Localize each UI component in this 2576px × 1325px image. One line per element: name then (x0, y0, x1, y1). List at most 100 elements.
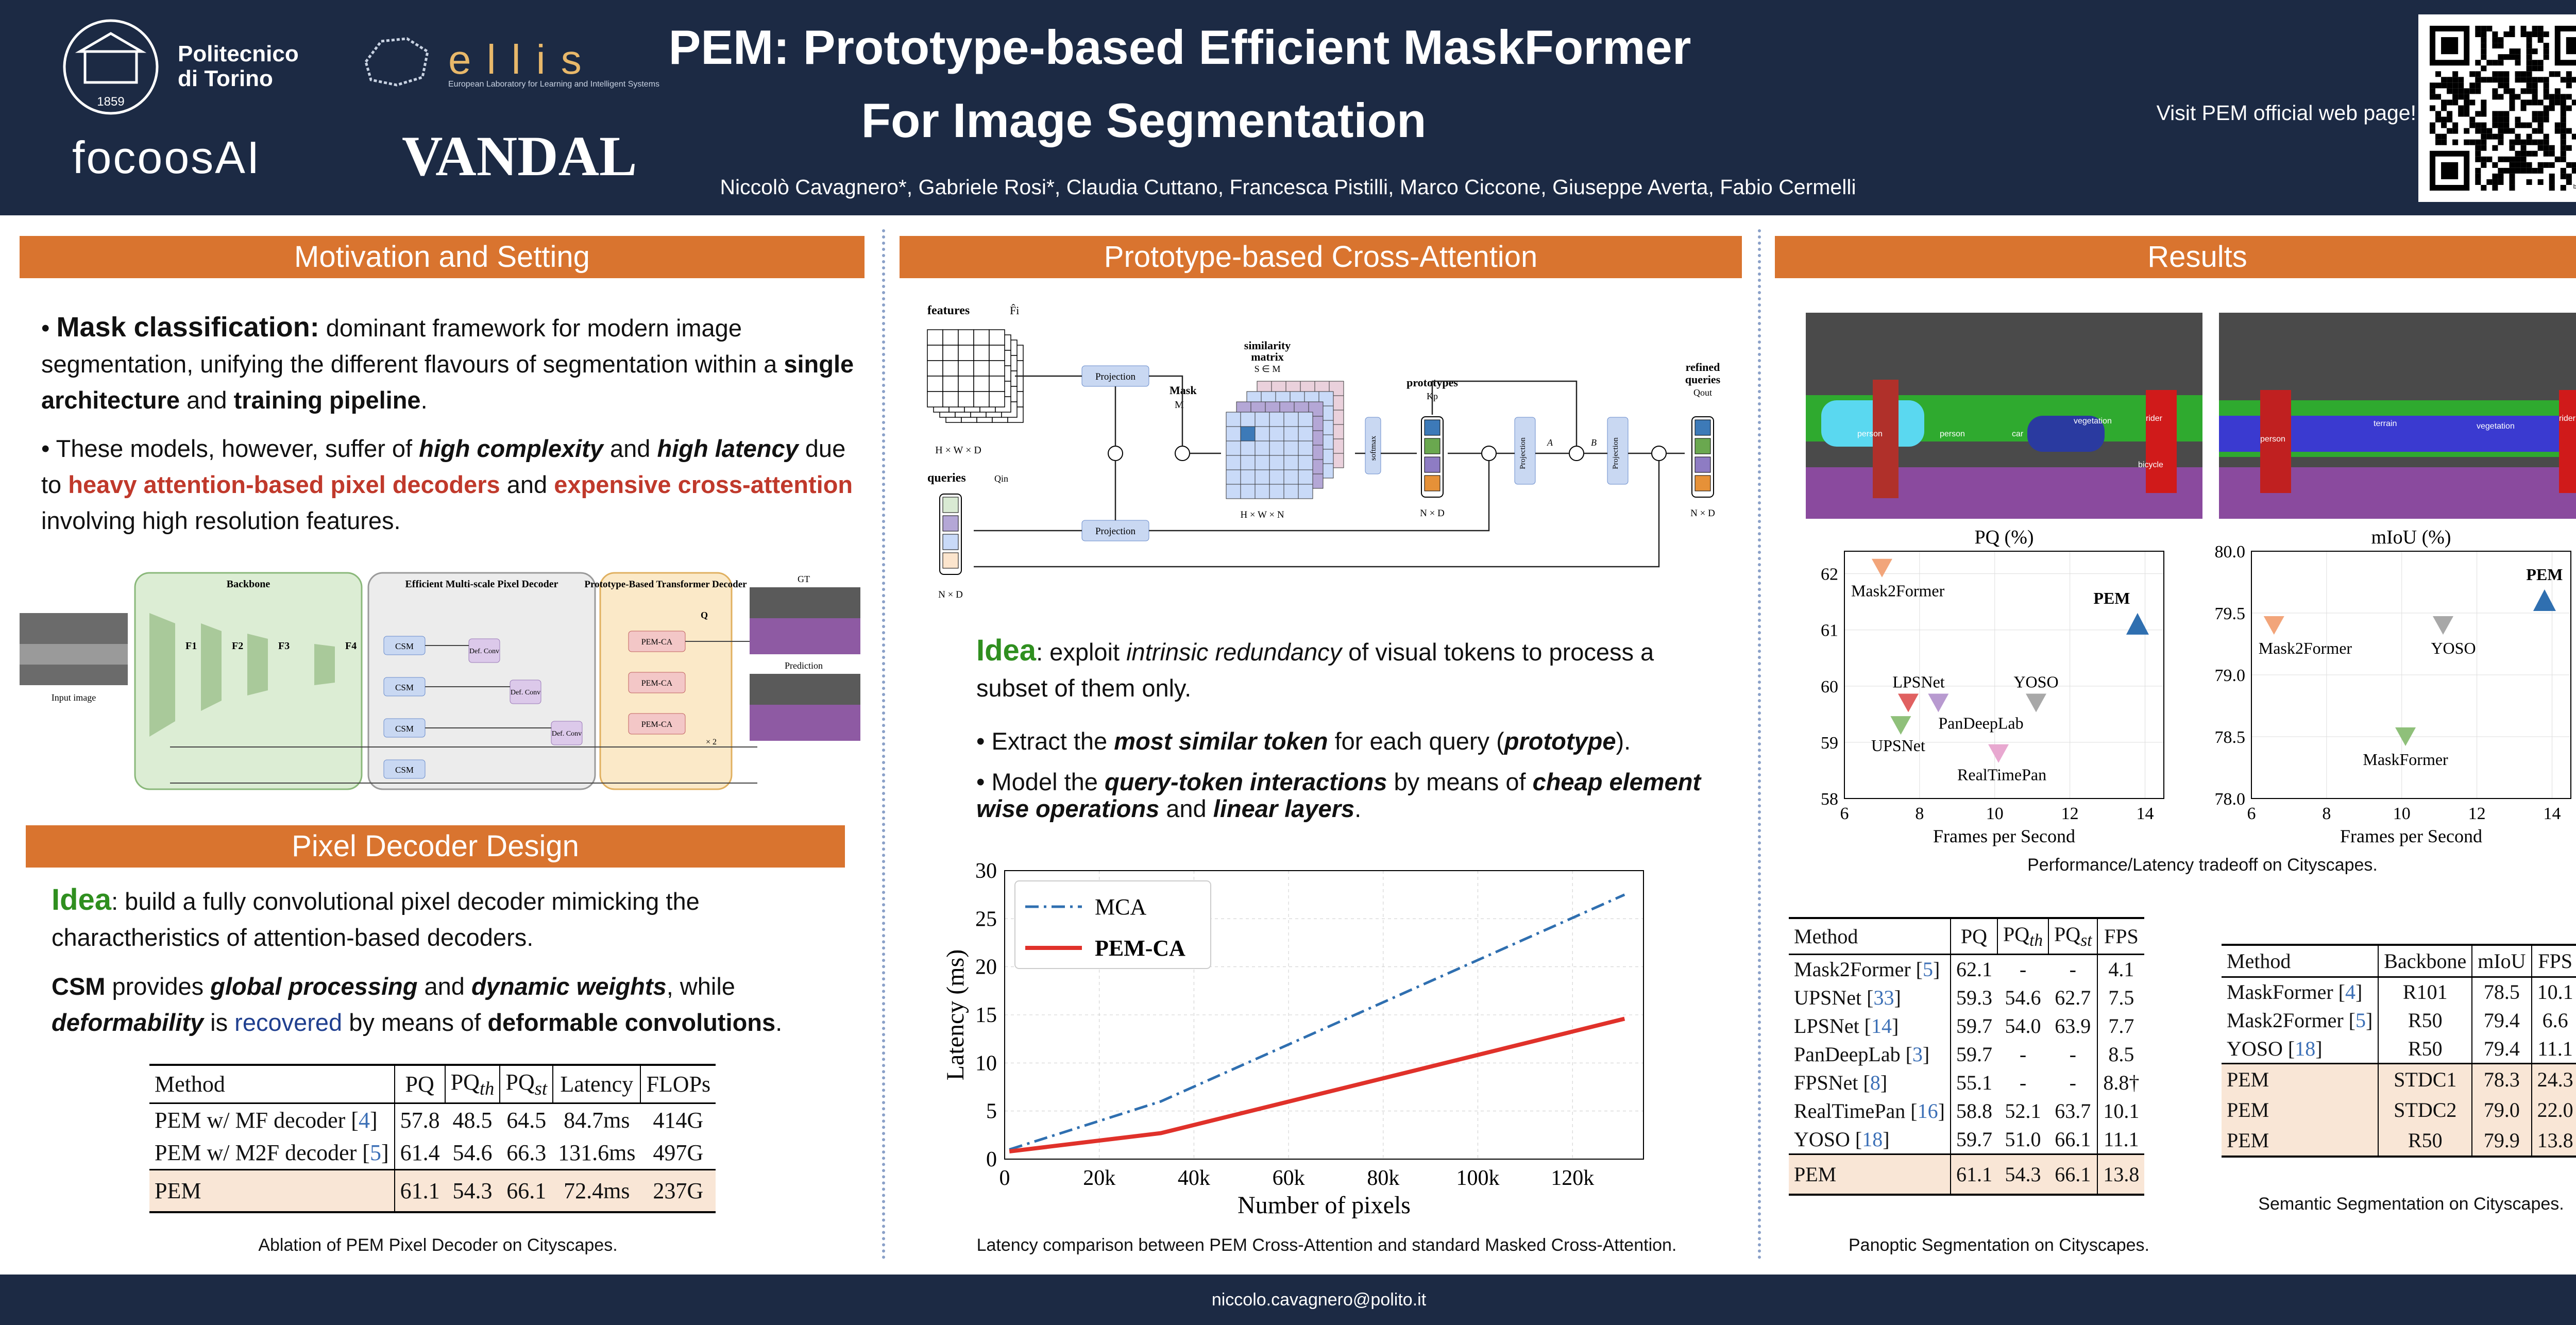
b2-red-2: expensive cross-attention (554, 471, 853, 498)
sm-label: S ∈ M (1255, 364, 1281, 374)
qr-module (2526, 31, 2532, 38)
qr-module (2537, 77, 2544, 83)
qr-module (2475, 122, 2481, 128)
y-axis-label: Latency (ms) (942, 949, 969, 1081)
csm-t4: is (204, 1009, 235, 1036)
qr-caption[interactable]: Visit PEM official web page! (2156, 101, 2416, 125)
feature-cell (958, 391, 974, 407)
pb1-i2: prototype (1504, 727, 1616, 755)
pb2-t: Model the (991, 768, 1105, 795)
qr-module (2560, 105, 2566, 111)
qr-code-icon: bitly (2430, 26, 2576, 191)
title-line-2: For Image Segmentation (861, 93, 1427, 147)
qr-module (2475, 139, 2481, 145)
qr-module (2549, 173, 2555, 179)
table-cell: 63.7 (2055, 1099, 2091, 1123)
qr-module (2560, 145, 2566, 151)
csm-t3: , while (666, 973, 735, 1000)
qr-module (2469, 116, 2476, 123)
table-header-cell: PQ (1950, 918, 1997, 955)
table-cell: PEM w/ M2F decoder [5] (155, 1140, 389, 1165)
qr-module (2532, 150, 2538, 157)
qr-module (2492, 77, 2498, 83)
f4-label: F4 (345, 640, 357, 652)
qr-module (2481, 26, 2487, 32)
qr-module (2481, 184, 2487, 191)
add-node (1175, 446, 1190, 461)
csm-label-2: CSM (395, 683, 414, 692)
similarity-cell (1240, 484, 1256, 499)
table-cell: 131.6ms (558, 1140, 636, 1165)
qr-module (2526, 71, 2532, 77)
table-header-cell: PQst (2048, 918, 2098, 955)
qr-module (2515, 60, 2521, 66)
table-cell: 59.7 (1950, 1012, 1997, 1040)
qr-module (2498, 122, 2504, 128)
qr-module (2526, 162, 2532, 168)
qr-module (2509, 128, 2515, 134)
prototype-cross-attention-diagram: features F̂i H × W × D Projection Projec… (927, 304, 1721, 600)
b-label: B (1591, 437, 1597, 448)
qr-module (2526, 37, 2532, 43)
semantic-caption: Semantic Segmentation on Cityscapes. (2258, 1194, 2564, 1214)
qr-module (2430, 82, 2436, 89)
point-PEM (2533, 589, 2556, 611)
europe-map-icon (364, 37, 429, 87)
column-divider-2 (1758, 229, 1761, 1260)
qr-module (2526, 65, 2532, 72)
y-tick-label: 5 (986, 1100, 997, 1124)
repeat-label: × 2 (706, 738, 717, 746)
qr-module (2543, 145, 2549, 151)
qr-module (2481, 133, 2487, 140)
qr-module (2498, 43, 2504, 49)
arch-connections (170, 641, 757, 784)
qr-module (2492, 179, 2498, 185)
qr-module (2543, 116, 2549, 123)
qr-module (2475, 167, 2481, 174)
qr-module (2498, 156, 2504, 162)
table-cell: 54.3 (445, 1169, 500, 1212)
qr-module (2532, 116, 2538, 123)
qr-module (2560, 111, 2566, 117)
qr-module (2537, 167, 2544, 174)
query-cell (942, 534, 959, 550)
qr-module (2520, 167, 2527, 174)
qr-module (2520, 150, 2527, 157)
qr-module (2503, 71, 2510, 77)
qr-module (2492, 88, 2498, 94)
table-cell: 61.4 (394, 1136, 445, 1170)
qr-module (2481, 77, 2487, 83)
diagram-arrows (974, 375, 1685, 568)
softmax-block (1365, 417, 1381, 474)
y-tick-label: 61 (1821, 621, 1838, 640)
similarity-cell (1298, 484, 1313, 499)
similarity-grid (1226, 381, 1344, 499)
qr-module (2537, 60, 2544, 66)
table-cell: 64.5 (506, 1107, 547, 1133)
table-row: YOSO [18] R50 79.4 11.1 (2222, 1034, 2576, 1064)
legend-label: MCA (1095, 894, 1146, 920)
similarity-cell (1269, 426, 1284, 441)
x-tick-label: 8 (2322, 804, 2331, 823)
qr-module (2452, 99, 2459, 106)
table-row-highlight: PEM 61.1 54.3 66.1 13.8 (1789, 1154, 2145, 1195)
similarity-cell (1283, 426, 1299, 441)
qr-module (2486, 26, 2493, 32)
defconv-label-3: Def. Conv (552, 730, 582, 738)
refined-query-cell (1694, 456, 1711, 473)
table-header-row: Method PQ PQth PQst FPS (1789, 918, 2145, 955)
qr-code[interactable]: bitly (2418, 14, 2576, 202)
table-cell: PEM (149, 1169, 395, 1212)
email-link[interactable]: niccolo.cavagnero@polito.it (1211, 1290, 1427, 1310)
vandal-logo: VANDAL (402, 125, 637, 188)
table-header-row: Method PQ PQth PQst Latency FLOPs (149, 1065, 716, 1103)
qr-module (2520, 99, 2527, 106)
qr-module (2515, 156, 2521, 162)
similarity-cell (1269, 455, 1284, 470)
pemca-label-1: PEM-CA (641, 638, 673, 647)
similarity-cell (1269, 412, 1284, 427)
qr-module (2509, 105, 2515, 111)
table-cell: 7.5 (2097, 983, 2145, 1012)
qr-module (2554, 88, 2561, 94)
qr-module (2498, 133, 2504, 140)
